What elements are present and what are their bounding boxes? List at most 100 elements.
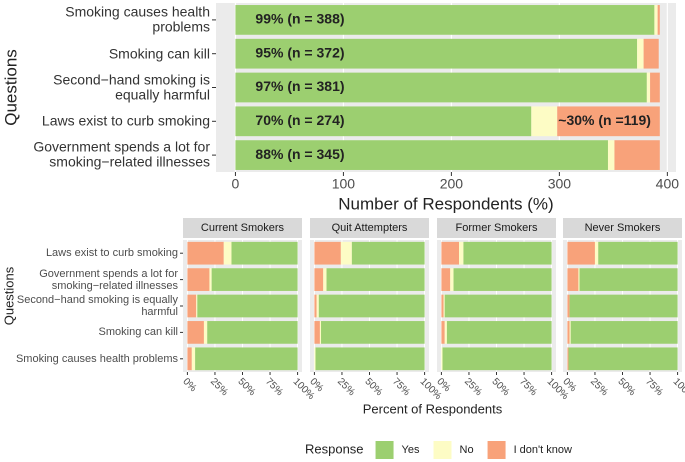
y-tick-label: Smoking can kill — [108, 44, 210, 61]
x-tick-label: 100% — [671, 376, 685, 402]
facet-title: Never Smokers — [585, 222, 661, 234]
legend-label: I don't know — [514, 444, 572, 456]
bar — [567, 347, 569, 371]
bar — [187, 294, 197, 318]
bar — [441, 268, 451, 291]
bar — [315, 347, 425, 371]
bar — [207, 321, 298, 344]
bar — [453, 268, 552, 291]
bar — [643, 38, 659, 69]
bar — [314, 321, 320, 344]
bar — [196, 294, 198, 318]
y-tick-label: Second−hand smoking is equally harmful — [16, 293, 178, 318]
value-label: 70% (n = 274) — [255, 112, 344, 128]
bar — [463, 241, 552, 265]
bar — [443, 294, 445, 318]
value-label: 97% (n = 381) — [255, 78, 344, 94]
y-tick-label: Smoking causes health problems — [65, 3, 210, 35]
facet-title: Former Smokers — [456, 222, 538, 234]
bar — [637, 38, 644, 69]
y-axis-title: Questions — [1, 266, 16, 325]
facet-strip — [183, 218, 302, 238]
legend-label: No — [460, 444, 474, 456]
bar — [650, 72, 660, 103]
x-tick-label: 100 — [332, 176, 356, 192]
bar — [567, 241, 595, 265]
bar — [209, 268, 212, 291]
bar — [235, 72, 647, 103]
bar — [321, 321, 425, 344]
bar — [235, 5, 655, 35]
bar — [578, 268, 580, 291]
legend-title: Response — [305, 441, 364, 456]
bar — [657, 5, 660, 35]
bar — [340, 241, 352, 265]
x-tick-label: 50% — [490, 376, 512, 398]
bar — [567, 294, 570, 318]
x-axis-title: Percent of Respondents — [363, 401, 503, 416]
x-tick-label: 75% — [517, 376, 539, 398]
bar — [197, 294, 298, 318]
facet-strip — [437, 218, 556, 238]
bar — [607, 140, 615, 170]
bar — [441, 294, 444, 318]
bar — [654, 5, 658, 35]
x-tick-label: 0% — [180, 376, 198, 394]
bar — [323, 268, 327, 291]
bar — [235, 38, 638, 69]
bar — [326, 268, 425, 291]
bar — [444, 321, 447, 344]
bar — [235, 140, 608, 170]
bar — [314, 294, 317, 318]
bar — [235, 106, 532, 137]
bar — [441, 347, 443, 371]
x-tick-label: 200 — [440, 176, 464, 192]
x-tick-label: 75% — [263, 376, 285, 398]
bar — [231, 241, 298, 265]
legend-key — [487, 441, 506, 459]
y-axis-title: Questions — [1, 49, 20, 126]
bar — [579, 268, 678, 291]
bar — [195, 347, 298, 371]
x-tick-label: 25% — [335, 376, 357, 398]
facet-strip — [563, 218, 682, 238]
bar — [594, 241, 599, 265]
x-tick-label: 0 — [232, 176, 240, 192]
bar — [614, 140, 660, 170]
value-label: 95% (n = 372) — [255, 44, 344, 60]
y-tick-label: Smoking causes health problems — [15, 352, 178, 365]
bar — [211, 268, 298, 291]
facet-strip — [310, 218, 429, 238]
bar — [351, 241, 425, 265]
bar — [531, 106, 558, 137]
y-tick-label: Laws exist to curb smoking — [41, 112, 210, 129]
y-tick-label: Second−hand smoking is equally harmful — [53, 71, 210, 103]
bar — [314, 241, 341, 265]
legend-key — [375, 441, 394, 459]
legend-label: Yes — [402, 444, 420, 456]
x-tick-label: 75% — [390, 376, 412, 398]
bar — [646, 72, 651, 103]
bar — [598, 241, 678, 265]
bar — [557, 106, 660, 137]
x-tick-label: 25% — [462, 376, 484, 398]
bar — [223, 241, 232, 265]
bar — [450, 268, 454, 291]
x-tick-label: 50% — [236, 376, 258, 398]
facet-title: Current Smokers — [201, 222, 285, 234]
bar — [316, 294, 319, 318]
bar — [441, 321, 445, 344]
bar — [459, 241, 464, 265]
bar — [191, 347, 196, 371]
y-tick-label: Laws exist to curb smoking — [45, 247, 178, 260]
bar — [446, 321, 552, 344]
bar — [567, 321, 570, 344]
legend-key — [433, 441, 452, 459]
bar — [318, 294, 425, 318]
x-tick-label: 75% — [643, 376, 665, 398]
facet-title: Quit Attempters — [332, 222, 408, 234]
y-tick-label: Government spends a lot for smoking−rela… — [39, 267, 178, 292]
bar — [314, 347, 316, 371]
